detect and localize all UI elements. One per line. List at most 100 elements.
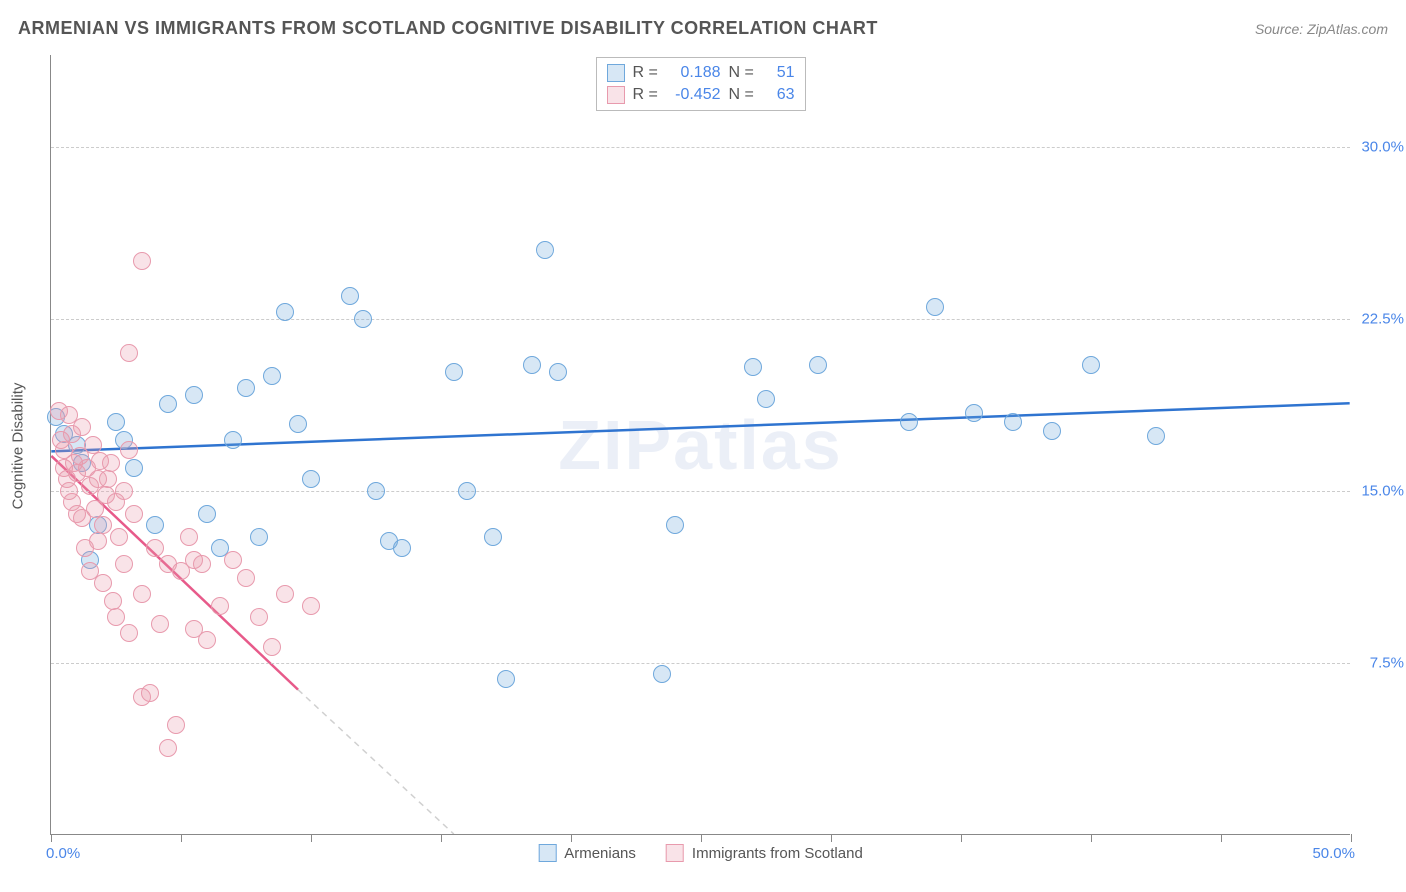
data-point	[99, 470, 117, 488]
gridline	[51, 319, 1350, 320]
series-legend: Armenians Immigrants from Scotland	[538, 844, 863, 862]
swatch-series-1	[607, 64, 625, 82]
data-point	[393, 539, 411, 557]
stats-row-series-1: R = 0.188 N = 51	[607, 62, 795, 84]
data-point	[302, 597, 320, 615]
data-point	[354, 310, 372, 328]
data-point	[89, 532, 107, 550]
data-point	[198, 631, 216, 649]
data-point	[185, 386, 203, 404]
data-point	[653, 665, 671, 683]
x-tick	[961, 834, 962, 842]
legend-swatch-1	[538, 844, 556, 862]
data-point	[809, 356, 827, 374]
x-tick	[51, 834, 52, 842]
source-label: Source: ZipAtlas.com	[1255, 21, 1388, 37]
data-point	[146, 539, 164, 557]
x-tick	[1221, 834, 1222, 842]
data-point	[497, 670, 515, 688]
data-point	[115, 482, 133, 500]
data-point	[167, 716, 185, 734]
stats-legend: R = 0.188 N = 51 R = -0.452 N = 63	[596, 57, 806, 111]
data-point	[250, 528, 268, 546]
data-point	[1004, 413, 1022, 431]
data-point	[536, 241, 554, 259]
data-point	[115, 555, 133, 573]
data-point	[237, 379, 255, 397]
data-point	[146, 516, 164, 534]
data-point	[120, 624, 138, 642]
stat-n-2: 63	[765, 86, 795, 104]
data-point	[549, 363, 567, 381]
data-point	[757, 390, 775, 408]
stat-label-n: N =	[729, 86, 757, 104]
x-tick	[571, 834, 572, 842]
stat-label-r: R =	[633, 64, 661, 82]
data-point	[94, 574, 112, 592]
stat-label-r: R =	[633, 86, 661, 104]
data-point	[120, 441, 138, 459]
data-point	[224, 431, 242, 449]
legend-label-2: Immigrants from Scotland	[692, 845, 863, 862]
data-point	[263, 638, 281, 656]
stat-n-1: 51	[765, 64, 795, 82]
legend-label-1: Armenians	[564, 845, 636, 862]
data-point	[965, 404, 983, 422]
data-point	[1147, 427, 1165, 445]
x-tick	[831, 834, 832, 842]
data-point	[211, 597, 229, 615]
data-point	[107, 413, 125, 431]
data-point	[341, 287, 359, 305]
data-point	[133, 585, 151, 603]
data-point	[110, 528, 128, 546]
x-tick	[441, 834, 442, 842]
data-point	[193, 555, 211, 573]
data-point	[133, 252, 151, 270]
data-point	[263, 367, 281, 385]
data-point	[198, 505, 216, 523]
x-tick	[311, 834, 312, 842]
data-point	[151, 615, 169, 633]
data-point	[94, 516, 112, 534]
x-tick-label-min: 0.0%	[46, 845, 80, 862]
data-point	[159, 739, 177, 757]
plot-area: ZIPatlas R = 0.188 N = 51 R = -0.452 N =…	[50, 55, 1350, 835]
gridline	[51, 147, 1350, 148]
data-point	[224, 551, 242, 569]
data-point	[367, 482, 385, 500]
data-point	[458, 482, 476, 500]
data-point	[276, 303, 294, 321]
data-point	[125, 459, 143, 477]
data-point	[237, 569, 255, 587]
data-point	[900, 413, 918, 431]
stats-row-series-2: R = -0.452 N = 63	[607, 84, 795, 106]
data-point	[926, 298, 944, 316]
data-point	[120, 344, 138, 362]
data-point	[107, 608, 125, 626]
data-point	[159, 395, 177, 413]
data-point	[180, 528, 198, 546]
y-tick-label: 22.5%	[1361, 310, 1404, 327]
data-point	[125, 505, 143, 523]
data-point	[73, 418, 91, 436]
y-axis-label: Cognitive Disability	[10, 383, 27, 510]
y-tick-label: 15.0%	[1361, 482, 1404, 499]
stat-r-1: 0.188	[669, 64, 721, 82]
data-point	[484, 528, 502, 546]
stat-label-n: N =	[729, 64, 757, 82]
x-tick-label-max: 50.0%	[1312, 845, 1355, 862]
x-tick	[1091, 834, 1092, 842]
watermark: ZIPatlas	[558, 405, 842, 485]
x-tick	[181, 834, 182, 842]
y-tick-label: 7.5%	[1370, 654, 1404, 671]
data-point	[666, 516, 684, 534]
data-point	[289, 415, 307, 433]
data-point	[445, 363, 463, 381]
x-tick	[1351, 834, 1352, 842]
y-tick-label: 30.0%	[1361, 138, 1404, 155]
data-point	[744, 358, 762, 376]
data-point	[250, 608, 268, 626]
data-point	[1082, 356, 1100, 374]
x-tick	[701, 834, 702, 842]
data-point	[523, 356, 541, 374]
